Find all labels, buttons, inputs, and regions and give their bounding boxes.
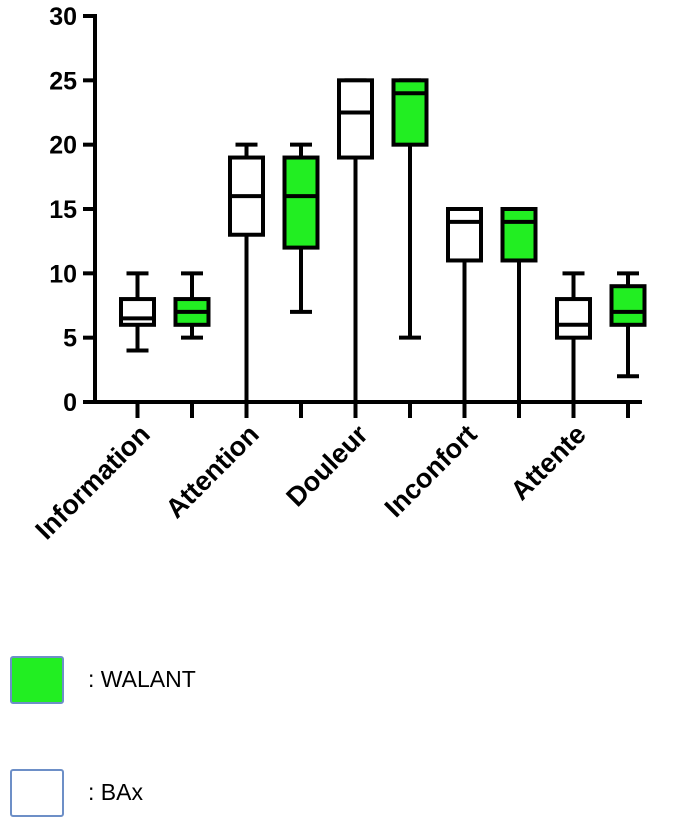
legend-walant-swatch <box>10 656 64 704</box>
box-iqr <box>500 207 538 263</box>
box-attente-bax <box>555 271 592 402</box>
category-label-attente: Attente <box>505 419 592 506</box>
y-tick-label: 10 <box>49 260 77 288</box>
box-iqr <box>446 207 483 263</box>
box-plot-chart: 0 5 10 15 20 25 30 Information Attention Douleur I… <box>30 3 647 545</box>
box-information-bax <box>119 271 156 353</box>
y-tick-label: 5 <box>63 325 77 353</box>
box-douleur-walant <box>391 78 429 340</box>
y-tick-label: 0 <box>63 389 77 417</box>
category-label-information: Information <box>30 419 156 545</box>
box-attention-walant <box>282 142 320 314</box>
box-iqr <box>555 297 592 340</box>
legend-walant-label: : WALANT <box>88 666 196 692</box>
y-tick-label: 25 <box>49 67 77 95</box>
box-iqr <box>337 78 374 160</box>
legend-bax-label: : BAx <box>88 779 143 805</box>
box-iqr <box>119 297 156 327</box>
box-information-walant <box>173 271 211 340</box>
y-tick-label: 30 <box>49 3 77 31</box>
box-inconfort-walant <box>500 207 538 402</box>
box-iqr <box>282 155 320 250</box>
box-douleur-bax <box>337 78 374 402</box>
box-attente-walant <box>609 271 647 379</box>
y-tick-label: 15 <box>49 196 77 224</box>
legend-bax-swatch <box>10 769 64 817</box>
box-series <box>119 78 647 402</box>
box-iqr <box>609 284 647 327</box>
category-label-attention: Attention <box>160 419 265 524</box>
category-label-douleur: Douleur <box>280 419 374 513</box>
box-iqr <box>391 78 429 147</box>
category-label-inconfort: Inconfort <box>379 419 483 523</box>
axes <box>83 14 642 418</box>
y-tick-label: 20 <box>49 132 77 160</box>
axis-labels: 0 5 10 15 20 25 30 Information Attention Douleur I… <box>30 3 592 545</box>
box-attention-bax <box>228 142 265 402</box>
box-inconfort-bax <box>446 207 483 402</box>
